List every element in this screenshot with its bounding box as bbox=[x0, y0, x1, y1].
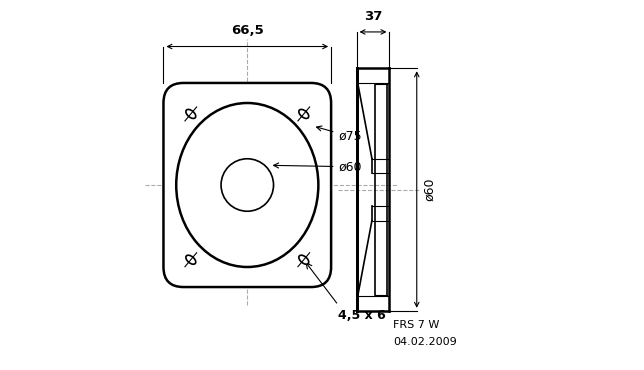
Text: 66,5: 66,5 bbox=[231, 24, 263, 37]
Ellipse shape bbox=[299, 255, 308, 264]
Ellipse shape bbox=[299, 110, 308, 118]
Circle shape bbox=[221, 159, 274, 211]
Text: 04.02.2009: 04.02.2009 bbox=[393, 337, 457, 347]
Text: 4,5 x 6: 4,5 x 6 bbox=[338, 309, 386, 322]
Text: ø60: ø60 bbox=[423, 178, 437, 201]
Ellipse shape bbox=[176, 103, 318, 267]
Text: FRS 7 W: FRS 7 W bbox=[393, 320, 439, 330]
Text: ø60: ø60 bbox=[274, 160, 362, 173]
Ellipse shape bbox=[186, 255, 196, 264]
Text: 37: 37 bbox=[364, 10, 382, 23]
Text: ø75: ø75 bbox=[317, 126, 362, 143]
FancyBboxPatch shape bbox=[164, 83, 331, 287]
Ellipse shape bbox=[186, 110, 196, 118]
